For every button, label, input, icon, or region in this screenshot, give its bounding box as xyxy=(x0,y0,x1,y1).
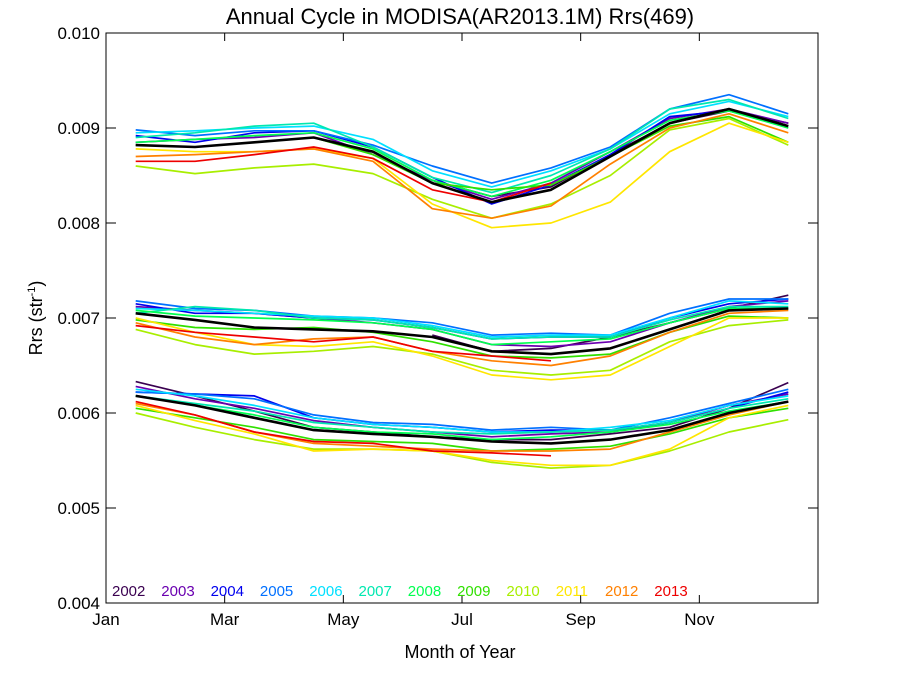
x-axis: Jan Mar May Jul Sep Nov xyxy=(92,33,715,629)
x-tick-label: Mar xyxy=(210,610,240,629)
y-tick-label: 0.008 xyxy=(57,214,100,233)
legend-item-2004: 2004 xyxy=(211,583,244,600)
legend-item-2002: 2002 xyxy=(112,583,145,600)
x-tick-label: Nov xyxy=(684,610,715,629)
series-line-mean-upper xyxy=(135,107,789,204)
legend-item-2009: 2009 xyxy=(457,583,490,600)
y-axis-label: Rrs (str-1) xyxy=(26,281,46,356)
series-line-2004-upper xyxy=(135,110,789,205)
legend-item-2012: 2012 xyxy=(605,583,638,600)
series-line-2009-lower xyxy=(135,407,789,452)
series-line-2007-lower xyxy=(135,395,789,435)
series-line-2008-middle xyxy=(135,307,789,346)
series-line-2010-upper xyxy=(135,117,789,220)
x-tick-label: Sep xyxy=(566,610,596,629)
legend-item-2013: 2013 xyxy=(654,583,687,600)
y-tick-label: 0.007 xyxy=(57,309,100,328)
legend-item-2003: 2003 xyxy=(161,583,194,600)
x-axis-label: Month of Year xyxy=(404,642,515,662)
series-line-2011-lower xyxy=(135,404,789,467)
y-axis-label-sup: -1 xyxy=(26,287,38,297)
series-line-2007-upper xyxy=(135,98,789,194)
x-tick-label: Jan xyxy=(92,610,119,629)
y-tick-label: 0.009 xyxy=(57,119,100,138)
series-line-2008-upper xyxy=(135,110,789,198)
series-line-2005-lower xyxy=(135,388,789,431)
legend-item-2011: 2011 xyxy=(556,583,588,600)
legend-item-2006: 2006 xyxy=(309,583,342,600)
legend-item-2005: 2005 xyxy=(260,583,293,600)
series-line-mean-middle xyxy=(135,307,789,356)
legend-item-2010: 2010 xyxy=(506,583,539,600)
legend-item-2008: 2008 xyxy=(408,583,441,600)
series-line-2006-upper xyxy=(135,100,789,188)
series-line-2010-lower xyxy=(135,412,789,469)
y-axis: 0.004 0.005 0.006 0.007 0.008 0.009 0.010 xyxy=(57,24,818,613)
legend-item-2007: 2007 xyxy=(359,583,392,600)
series-line-mean-lower xyxy=(135,394,789,445)
x-tick-label: Jul xyxy=(451,610,473,629)
series-line-2010-middle xyxy=(135,319,789,376)
y-tick-label: 0.004 xyxy=(57,594,100,613)
series-line-2006-middle xyxy=(135,300,789,338)
series-line-2002-lower xyxy=(135,380,789,441)
series-line-2012-middle xyxy=(135,309,789,367)
legend: 2002 2003 2004 2005 2006 2007 2008 2009 2010 2011… xyxy=(112,583,688,600)
series-line-2013-lower xyxy=(135,400,552,457)
y-tick-label: 0.010 xyxy=(57,24,100,43)
series-line-2013-middle xyxy=(135,324,552,362)
series-line-2006-lower xyxy=(135,388,789,433)
series-line-2008-lower xyxy=(135,395,789,441)
y-axis-label-end: ) xyxy=(26,281,46,287)
series-line-2007-middle xyxy=(135,305,789,340)
chart-title: Annual Cycle in MODISA(AR2013.1M) Rrs(46… xyxy=(226,4,694,29)
plot-area xyxy=(135,93,789,469)
y-axis-label-text: Rrs (str xyxy=(26,296,46,355)
series-line-2012-upper xyxy=(135,112,789,220)
y-tick-label: 0.005 xyxy=(57,499,100,518)
y-tick-label: 0.006 xyxy=(57,404,100,423)
x-tick-label: May xyxy=(327,610,360,629)
